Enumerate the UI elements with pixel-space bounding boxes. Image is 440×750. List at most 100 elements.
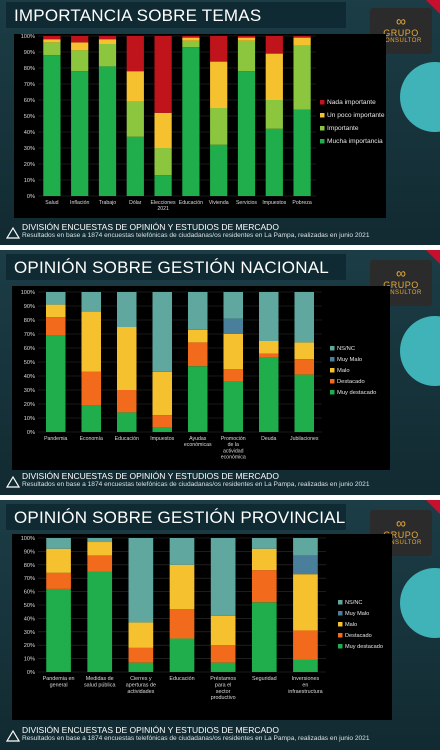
- x-tick-label: Promoción de la actividad económica: [221, 436, 246, 461]
- bar-segment: [251, 548, 277, 571]
- x-tick-label: Inflación: [70, 200, 89, 206]
- y-tick-label: 50%: [24, 114, 35, 120]
- bar-segment: [237, 37, 256, 41]
- bar-segment: [128, 622, 154, 648]
- bar-segment: [98, 36, 117, 40]
- bar-segment: [128, 662, 154, 672]
- y-tick-label: 100%: [21, 34, 35, 40]
- bar-segment: [265, 128, 283, 196]
- x-tick-label: Servicios: [236, 200, 257, 206]
- y-tick-label: 100%: [21, 290, 35, 296]
- bar-segment: [128, 647, 154, 663]
- bar-segment: [154, 36, 172, 113]
- y-tick-label: 90%: [24, 304, 35, 310]
- bar-segment: [210, 144, 228, 196]
- footer-division: DIVISIÓN ENCUESTAS DE OPINIÓN Y ESTUDIOS…: [22, 471, 279, 481]
- company-logo: ∞ GRUPO CONSULTOR: [370, 260, 432, 306]
- bar-segment: [293, 37, 311, 46]
- bar-segment: [223, 334, 244, 369]
- y-tick-label: 100%: [21, 536, 35, 542]
- bar-segment: [46, 538, 71, 549]
- bar-segment: [154, 175, 172, 196]
- infinity-icon: ∞: [396, 265, 406, 281]
- x-tick-label: Educación: [115, 436, 139, 442]
- bar-segment: [294, 359, 315, 375]
- bar-segment: [294, 292, 315, 343]
- footer: DIVISIÓN ENCUESTAS DE OPINIÓN Y ESTUDIOS…: [22, 222, 370, 239]
- panel-importancia: IMPORTANCIA SOBRE TEMAS ∞ GRUPO CONSULTO…: [0, 0, 440, 245]
- y-tick-label: 10%: [24, 416, 35, 422]
- bar-segment: [187, 292, 208, 330]
- bar-segment: [81, 371, 102, 406]
- legend-label: Malo: [337, 368, 350, 374]
- bar-segment: [126, 136, 144, 196]
- bar-segment: [294, 342, 315, 360]
- footer-note: Resultados en base a 1874 encuestas tele…: [22, 481, 370, 488]
- x-tick-label: Elecciones 2021: [151, 200, 176, 212]
- legend-label: Destacado: [345, 633, 372, 639]
- bar-segment: [187, 342, 208, 367]
- x-tick-label: Cierres y aperturas de actividades: [126, 676, 156, 695]
- bar-segment: [126, 36, 144, 72]
- bar-segment: [182, 36, 200, 38]
- bar-segment: [45, 335, 66, 432]
- y-tick-label: 20%: [24, 402, 35, 408]
- y-tick-label: 40%: [24, 374, 35, 380]
- footer-note: Resultados en base a 1874 encuestas tele…: [22, 232, 370, 239]
- x-tick-label: Pobreza: [292, 200, 311, 206]
- x-tick-label: Deuda: [261, 436, 276, 442]
- chart-title: OPINIÓN SOBRE GESTIÓN NACIONAL: [14, 258, 329, 277]
- y-tick-label: 20%: [24, 162, 35, 168]
- bar-segment: [294, 374, 315, 432]
- y-tick-label: 30%: [24, 146, 35, 152]
- x-tick-label: Seguridad: [252, 676, 277, 682]
- bar-segment: [258, 353, 279, 358]
- y-tick-label: 80%: [24, 66, 35, 72]
- legend-swatch: [330, 390, 335, 395]
- bar-segment: [237, 71, 256, 196]
- y-tick-label: 10%: [24, 657, 35, 663]
- legend-label: Un poco importante: [327, 112, 385, 119]
- bar-segment: [293, 574, 318, 631]
- bar-segment: [182, 40, 200, 48]
- x-tick-label: Impuestos: [150, 436, 174, 442]
- legend-label: Muy Malo: [345, 611, 369, 617]
- bar-segment: [210, 662, 236, 672]
- y-tick-label: 60%: [24, 590, 35, 596]
- bar-segment: [187, 366, 208, 432]
- bar-segment: [251, 538, 277, 549]
- bar-segment: [43, 36, 61, 40]
- bar-segment: [210, 645, 236, 663]
- bar-segment: [187, 329, 208, 343]
- bar-segment: [87, 555, 113, 572]
- bar-segment: [71, 50, 89, 72]
- bar-segment: [258, 341, 279, 354]
- bar-segment: [265, 100, 283, 129]
- bar-segment: [152, 415, 173, 428]
- bar-segment: [152, 371, 173, 416]
- bar-segment: [223, 381, 244, 432]
- bar-segment: [43, 42, 61, 56]
- footer-division: DIVISIÓN ENCUESTAS DE OPINIÓN Y ESTUDIOS…: [22, 725, 279, 735]
- y-tick-label: 60%: [24, 346, 35, 352]
- bar-segment: [293, 109, 311, 196]
- x-tick-label: Educación: [169, 676, 194, 682]
- bar-segment: [81, 405, 102, 432]
- y-tick-label: 20%: [24, 643, 35, 649]
- bar-segment: [71, 36, 89, 43]
- bar-segment: [46, 572, 71, 589]
- legend-swatch: [320, 126, 325, 131]
- bar-segment: [126, 71, 144, 102]
- bar-segment: [81, 292, 102, 312]
- title-bar: [6, 504, 346, 530]
- bar-segment: [46, 548, 71, 573]
- footer: DIVISIÓN ENCUESTAS DE OPINIÓN Y ESTUDIOS…: [22, 471, 370, 488]
- bar-segment: [210, 538, 236, 616]
- y-tick-label: 0%: [27, 670, 35, 676]
- legend-label: Malo: [345, 622, 357, 628]
- legend-label: Mucha importancia: [327, 138, 383, 145]
- bar-segment: [126, 101, 144, 137]
- panel-gestion-provincial: OPINIÓN SOBRE GESTIÓN PROVINCIAL ∞ GRUPO…: [0, 500, 440, 750]
- x-tick-label: Trabajo: [99, 200, 117, 206]
- bar-segment: [210, 61, 228, 108]
